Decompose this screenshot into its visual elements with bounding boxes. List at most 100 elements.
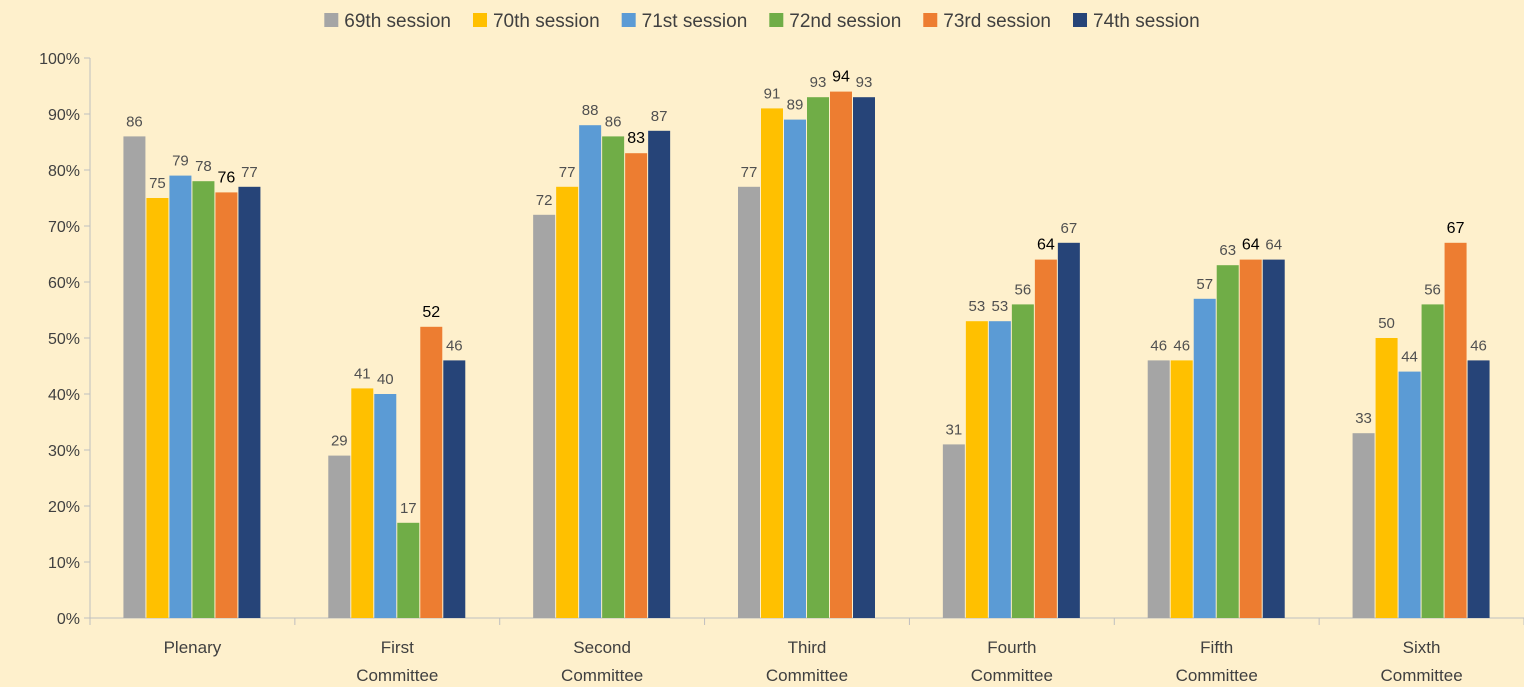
bar	[1170, 360, 1193, 618]
legend-label: 73rd session	[943, 11, 1051, 32]
bar	[1193, 298, 1216, 618]
bar	[1444, 242, 1467, 619]
data-label: 57	[1196, 276, 1213, 293]
legend-label: 70th session	[493, 11, 600, 32]
bar	[942, 444, 965, 618]
data-label: 40	[377, 371, 394, 388]
legend: 69th session 70th session 71st session 72nd…	[324, 11, 1200, 32]
x-category-label: Fifth	[1200, 638, 1233, 657]
bar	[397, 522, 420, 618]
data-label: 67	[1447, 220, 1465, 237]
data-label: 53	[969, 298, 986, 315]
data-label: 78	[195, 158, 212, 175]
data-label: 33	[1355, 410, 1372, 427]
y-tick-label: 20%	[48, 499, 80, 516]
bar	[533, 214, 556, 619]
bar	[988, 321, 1011, 618]
data-label: 44	[1401, 349, 1418, 366]
bar	[192, 181, 215, 618]
data-label: 86	[605, 113, 622, 130]
data-label: 93	[810, 74, 827, 91]
data-label: 50	[1378, 315, 1395, 332]
bar	[146, 198, 169, 618]
data-label: 63	[1219, 242, 1236, 259]
x-category-label: Fourth	[987, 638, 1036, 657]
bar	[1262, 259, 1285, 618]
bar	[1239, 259, 1262, 618]
x-category-label: Committee	[561, 666, 643, 685]
bar	[351, 388, 374, 618]
legend-swatch	[1073, 13, 1088, 27]
data-label: 64	[1242, 237, 1260, 254]
bar	[830, 91, 852, 619]
bar	[1011, 304, 1034, 618]
y-tick-label: 0%	[57, 611, 80, 628]
x-category-label: Third	[788, 638, 827, 657]
bar	[784, 119, 806, 618]
bar	[853, 97, 875, 618]
bar	[1034, 259, 1057, 618]
data-label: 77	[741, 164, 758, 181]
y-tick-label: 70%	[48, 219, 80, 236]
data-label: 88	[582, 102, 599, 119]
bar	[738, 186, 760, 619]
x-category-label: Sixth	[1403, 638, 1441, 657]
data-label: 31	[946, 421, 963, 438]
data-label: 86	[126, 113, 143, 130]
legend-label: 71st session	[642, 11, 748, 32]
bar	[374, 394, 397, 618]
bar	[1352, 433, 1375, 618]
bar	[169, 175, 192, 618]
bars	[123, 91, 1490, 619]
y-tick-label: 10%	[48, 555, 80, 572]
legend-swatch	[324, 13, 339, 27]
legend-swatch	[621, 13, 636, 27]
data-label: 67	[1061, 220, 1078, 237]
bar	[123, 136, 146, 618]
y-axis: 0% 10% 20% 30% 40% 50% 60% 70% 80% 90% 100%	[39, 51, 91, 628]
data-label: 72	[536, 192, 553, 209]
data-label: 17	[400, 500, 417, 517]
data-label: 46	[1173, 337, 1190, 354]
data-label: 75	[149, 175, 166, 192]
data-label: 77	[559, 164, 576, 181]
data-label: 89	[787, 97, 804, 114]
x-category-label: Committee	[1380, 666, 1462, 685]
data-label: 83	[627, 130, 645, 147]
data-label: 77	[241, 164, 258, 181]
y-tick-label: 40%	[48, 387, 80, 404]
data-label: 46	[446, 337, 463, 354]
bar	[1216, 265, 1239, 618]
data-label: 56	[1015, 281, 1032, 298]
x-category-label: First	[381, 638, 414, 657]
y-tick-label: 80%	[48, 163, 80, 180]
data-label: 46	[1150, 337, 1167, 354]
data-label: 52	[422, 304, 440, 321]
legend-label: 72nd session	[789, 11, 901, 32]
bar	[1421, 304, 1444, 618]
data-label: 64	[1265, 237, 1282, 254]
bar	[556, 186, 579, 619]
data-label: 93	[856, 74, 873, 91]
data-label: 53	[992, 298, 1009, 315]
bar	[328, 455, 351, 618]
legend-label: 74th session	[1093, 11, 1200, 32]
bar	[807, 97, 829, 618]
y-tick-label: 100%	[39, 51, 80, 68]
y-tick-label: 60%	[48, 275, 80, 292]
x-category-label: Committee	[356, 666, 438, 685]
x-category-label: Second	[573, 638, 631, 657]
x-category-label: Committee	[971, 666, 1053, 685]
bar	[761, 108, 783, 619]
bar	[1398, 371, 1421, 618]
bar	[648, 130, 671, 619]
data-label: 46	[1470, 337, 1487, 354]
data-label: 56	[1424, 281, 1441, 298]
bar	[625, 153, 648, 618]
x-category-label: Committee	[1176, 666, 1258, 685]
data-label: 79	[172, 153, 189, 170]
legend-swatch	[769, 13, 784, 27]
x-axis: Plenary First Committee Second Committee Thir…	[89, 617, 1524, 685]
data-label: 91	[764, 85, 781, 102]
